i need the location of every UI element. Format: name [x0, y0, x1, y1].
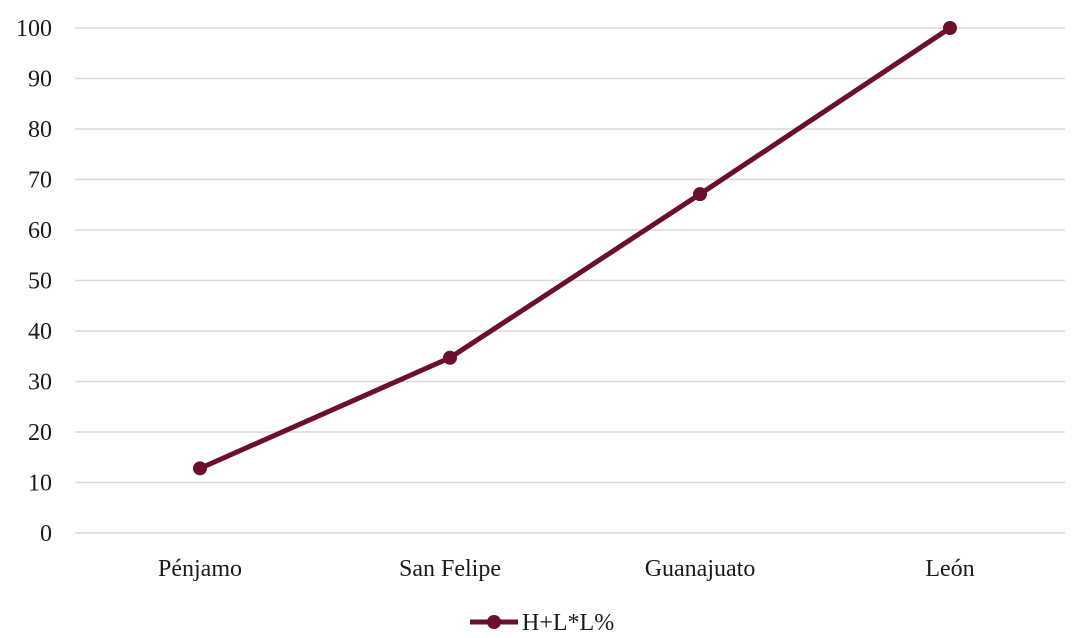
y-tick-label: 10 [28, 471, 52, 497]
x-tick-label: Pénjamo [158, 556, 242, 582]
y-tick-label: 0 [40, 521, 52, 547]
x-tick-label: León [925, 556, 974, 582]
y-tick-label: 60 [28, 218, 52, 244]
data-point [193, 461, 207, 476]
y-tick-label: 20 [28, 420, 52, 446]
x-tick-label: Guanajuato [645, 556, 756, 582]
data-point [443, 350, 457, 365]
y-axis-ticks: 0 10 20 30 40 50 60 70 80 90 100 [16, 16, 52, 547]
x-tick-label: San Felipe [399, 556, 501, 582]
y-tick-label: 90 [28, 67, 52, 93]
y-tick-label: 70 [28, 168, 52, 194]
y-tick-label: 50 [28, 269, 52, 295]
y-tick-label: 30 [28, 370, 52, 396]
y-tick-label: 100 [16, 16, 52, 42]
legend-label: H+L*L% [522, 610, 614, 633]
series-layer [193, 21, 957, 476]
legend-marker-swatch [487, 615, 501, 629]
y-tick-label: 80 [28, 117, 52, 143]
x-axis-ticks: Pénjamo San Felipe Guanajuato León [158, 556, 975, 582]
data-point [693, 187, 707, 202]
data-point [943, 21, 957, 35]
legend: H+L*L% [470, 610, 614, 636]
series-line [197, 25, 953, 471]
y-tick-label: 40 [28, 319, 52, 345]
